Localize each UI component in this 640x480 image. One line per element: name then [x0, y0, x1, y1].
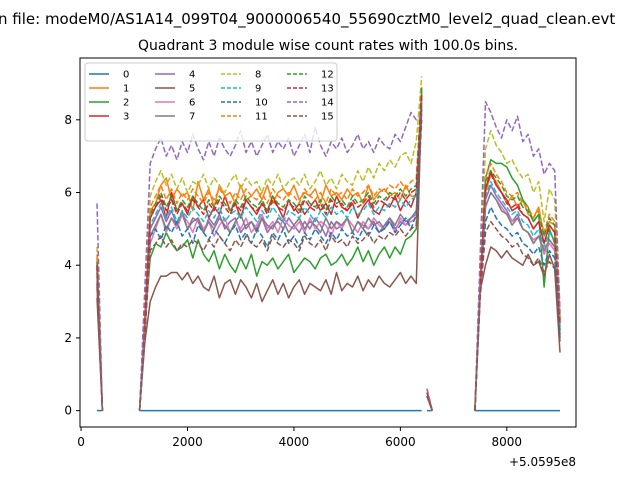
- y-tick-label: 0: [64, 404, 72, 418]
- series-13-segment: [138, 94, 423, 411]
- legend-entry-3: 3: [89, 112, 129, 123]
- series-12-segment: [138, 87, 423, 411]
- legend-label: 1: [123, 84, 129, 95]
- series-8-segment: [138, 76, 423, 411]
- legend-label: 6: [189, 98, 195, 109]
- series-15-segment: [138, 119, 423, 411]
- x-tick-label: 8000: [492, 435, 523, 449]
- legend-label: 12: [321, 70, 334, 81]
- series-15-segment: [426, 395, 434, 411]
- legend-entry-12: 12: [287, 70, 334, 81]
- y-tick-label: 8: [64, 113, 72, 127]
- legend-label: 13: [321, 84, 334, 95]
- legend-label: 7: [189, 112, 195, 123]
- series-7-segment: [138, 112, 423, 411]
- series-14-line: [96, 100, 561, 411]
- series-15-segment: [474, 220, 561, 411]
- legend-label: 0: [123, 70, 129, 81]
- legend-entry-5: 5: [155, 84, 195, 95]
- chart-title: Quadrant 3 module wise count rates with …: [138, 38, 518, 54]
- legend-label: 10: [255, 98, 268, 109]
- series-9-segment: [474, 180, 561, 411]
- legend-entry-9: 9: [221, 84, 261, 95]
- legend-label: 15: [321, 112, 334, 123]
- legend-label: 11: [255, 112, 268, 123]
- series-7-segment: [474, 191, 561, 411]
- x-offset-label: +5.0595e8: [509, 455, 576, 469]
- series-12-segment: [474, 169, 561, 411]
- legend-entry-2: 2: [89, 98, 129, 109]
- legend-label: 5: [189, 84, 195, 95]
- series-8-segment: [474, 129, 561, 411]
- legend-entry-14: 14: [287, 98, 334, 109]
- legend-label: 4: [189, 70, 195, 81]
- plot-lines: [96, 76, 561, 412]
- legend-frame: [84, 62, 338, 142]
- legend-label: 8: [255, 70, 261, 81]
- series-15-segment: [96, 286, 104, 411]
- legend-entry-13: 13: [287, 84, 334, 95]
- series-1-segment: [138, 87, 423, 411]
- legend-entry-7: 7: [155, 112, 195, 123]
- legend-entry-15: 15: [287, 112, 334, 123]
- y-tick-label: 2: [64, 331, 72, 345]
- series-14-segment: [96, 203, 104, 411]
- legend-entry-11: 11: [221, 112, 268, 123]
- series-3-segment: [138, 97, 423, 411]
- y-tick-label: 4: [64, 258, 72, 272]
- figure-suptitle: n file: modeM0/AS1A14_099T04_9000006540_…: [0, 10, 615, 29]
- axes-frame: [79, 57, 577, 428]
- series-14-segment: [138, 111, 423, 411]
- series-13-segment: [474, 173, 561, 411]
- legend-label: 9: [255, 84, 261, 95]
- x-tick-label: 0: [77, 435, 85, 449]
- legend-entry-4: 4: [155, 70, 195, 81]
- legend-label: 14: [321, 98, 334, 109]
- legend-entry-0: 0: [89, 70, 129, 81]
- legend-entry-6: 6: [155, 98, 195, 109]
- series-15-line: [96, 119, 561, 411]
- series-6-segment: [138, 108, 423, 411]
- series-2-segment: [138, 90, 423, 411]
- legend-entry-10: 10: [221, 98, 268, 109]
- series-14-segment: [474, 100, 561, 411]
- y-axis: 0 2 4 6 8: [64, 113, 80, 418]
- legend-label: 2: [123, 98, 129, 109]
- series-9-segment: [138, 101, 423, 411]
- legend-label: 3: [123, 112, 129, 123]
- legend-entry-1: 1: [89, 84, 129, 95]
- y-tick-label: 6: [64, 186, 72, 200]
- series-10-segment: [474, 206, 561, 411]
- x-tick-label: 2000: [172, 435, 203, 449]
- series-11-segment: [474, 162, 561, 411]
- series-11-segment: [138, 90, 423, 411]
- x-tick-label: 4000: [279, 435, 310, 449]
- x-tick-label: 6000: [385, 435, 416, 449]
- series-5-segment: [138, 94, 423, 411]
- legend-entry-8: 8: [221, 70, 261, 81]
- series-10-segment: [138, 108, 423, 411]
- x-axis: 0 2000 4000 6000 8000: [77, 427, 522, 449]
